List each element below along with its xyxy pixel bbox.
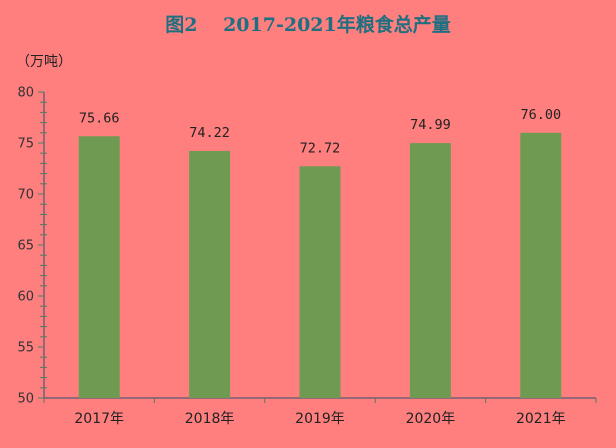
x-tick-label: 2021年 bbox=[516, 411, 566, 427]
bar bbox=[520, 132, 562, 399]
y-tick-label: 65 bbox=[17, 239, 34, 254]
data-label: 72.72 bbox=[300, 140, 341, 156]
y-tick-label: 50 bbox=[17, 392, 34, 407]
y-axis-unit-label: （万吨） bbox=[16, 54, 72, 70]
x-tick-label: 2019年 bbox=[295, 411, 345, 427]
x-tick-label: 2017年 bbox=[74, 411, 124, 427]
y-tick-label: 55 bbox=[17, 341, 34, 356]
x-tick-label: 2018年 bbox=[185, 411, 235, 427]
y-tick-label: 70 bbox=[17, 188, 34, 203]
data-label: 75.66 bbox=[79, 110, 120, 126]
data-label: 74.99 bbox=[410, 117, 451, 133]
y-tick-label: 80 bbox=[17, 86, 34, 101]
chart-title: 图2 2017-2021年粮食总产量 bbox=[165, 13, 450, 36]
bar bbox=[409, 143, 451, 398]
y-tick-label: 60 bbox=[17, 290, 34, 305]
bar bbox=[189, 150, 231, 398]
labels: 75.66 2017年 74.22 2018年 72.72 2019年 74.99 2020年… bbox=[74, 107, 565, 427]
axes: 50 55 60 65 70 75 80 bbox=[17, 86, 597, 407]
data-label: 74.22 bbox=[189, 125, 230, 141]
bar bbox=[299, 166, 341, 398]
data-label: 76.00 bbox=[520, 107, 561, 123]
y-tick-label: 75 bbox=[17, 137, 34, 152]
x-tick-label: 2020年 bbox=[406, 411, 456, 427]
bars bbox=[78, 132, 562, 399]
bar bbox=[78, 136, 120, 398]
